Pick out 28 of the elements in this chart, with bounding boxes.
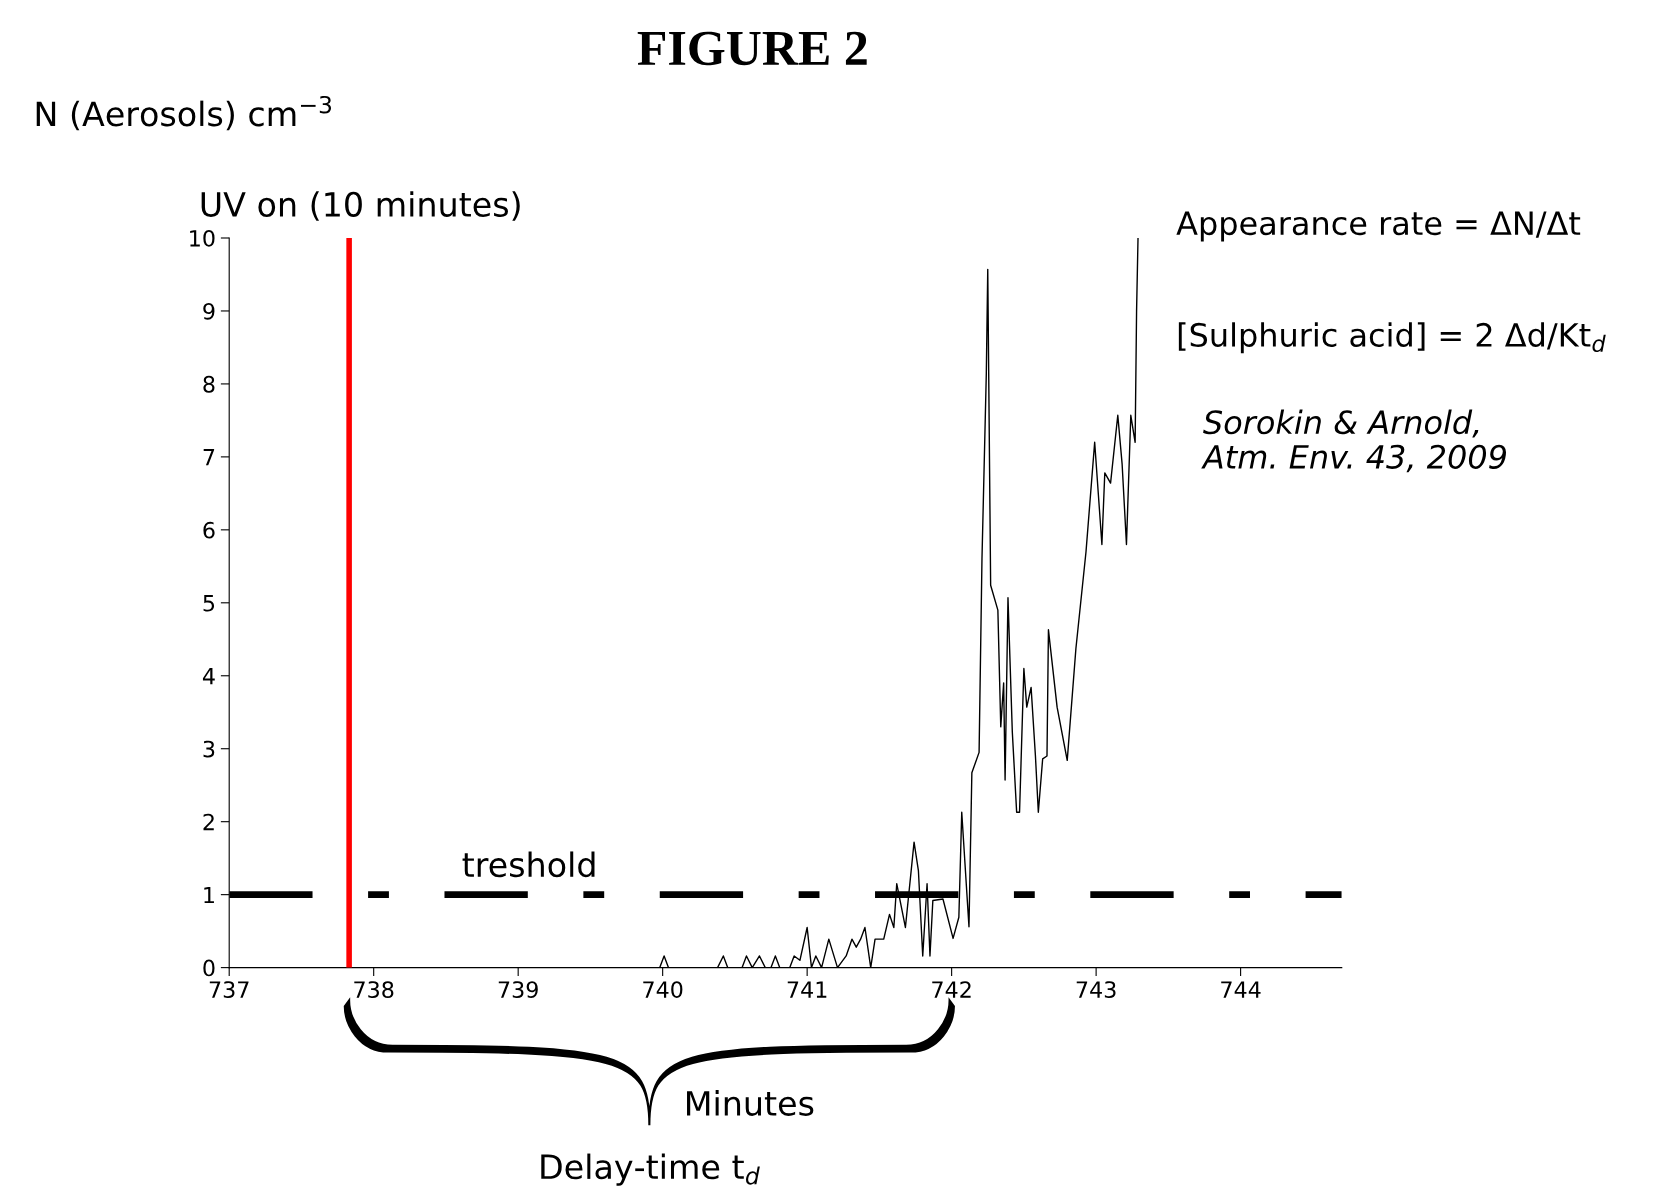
- y-tick-label: 8: [203, 375, 215, 393]
- annotation: Sorokin & Arnold, Atm. Env. 43, 2009: [1201, 409, 1507, 473]
- annotation: [Sulphuric acid] = 2 Δd/Kt$_{d}$: [1178, 322, 1606, 354]
- x-tick-label: 740: [643, 981, 683, 999]
- y-tick-label: 1: [204, 886, 214, 904]
- y-axis-title: N (Aerosols) cm$^{−3}$: [36, 95, 332, 131]
- y-tick-label: 3: [203, 740, 215, 758]
- text: Delay-time t$_{d}$: [541, 1153, 760, 1186]
- chart-title: FIGURE 2: [637, 31, 867, 66]
- y-tick-label: 7: [203, 449, 215, 466]
- y-tick-label: 5: [203, 595, 215, 612]
- x-tick-label: 739: [498, 981, 538, 999]
- x-tick-label: 744: [1221, 981, 1261, 998]
- y-tick-label: 2: [203, 813, 214, 831]
- x-axis-title: Minutes: [687, 1090, 814, 1116]
- y-tick-label: 4: [202, 668, 215, 685]
- x-tick-label: 738: [354, 981, 394, 999]
- y-tick-label: 10: [190, 229, 215, 247]
- y-tick-label: 6: [203, 521, 215, 539]
- ref-line-label: treshold: [462, 851, 595, 878]
- x-tick-label: 741: [787, 981, 827, 998]
- annotation: Appearance rate = ΔN/Δt: [1176, 211, 1581, 242]
- y-tick-label: 0: [203, 959, 215, 977]
- y-tick-label: 9: [203, 302, 215, 320]
- x-tick-label: 737: [209, 981, 249, 999]
- x-tick-label: 743: [1076, 981, 1116, 999]
- x-tick-label: 742: [932, 981, 971, 998]
- ref-line-label: UV on (10 minutes): [201, 191, 520, 221]
